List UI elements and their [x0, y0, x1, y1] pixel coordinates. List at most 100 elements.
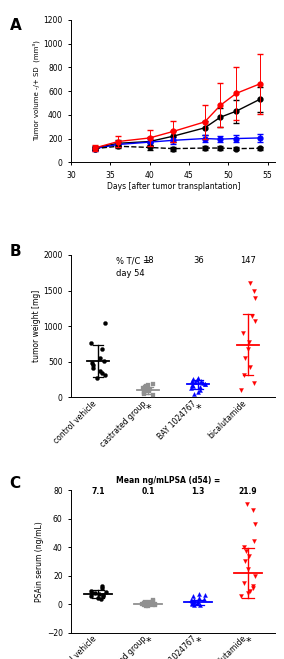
Point [196, 596, 200, 607]
Text: B: B [10, 244, 21, 258]
Point [247, 550, 251, 561]
Point [242, 370, 247, 380]
Point [102, 356, 106, 366]
Point [143, 596, 147, 607]
Point [151, 594, 155, 605]
Point [100, 581, 105, 591]
Point [89, 358, 94, 368]
Point [252, 293, 257, 303]
Point [191, 591, 195, 602]
Point [197, 589, 201, 600]
Point [99, 594, 103, 604]
Point [252, 519, 257, 530]
Text: 7.1: 7.1 [92, 487, 105, 496]
Text: 36: 36 [193, 256, 204, 266]
Point [239, 590, 243, 601]
Point [146, 386, 151, 396]
Text: *: * [195, 637, 201, 647]
Point [189, 380, 194, 390]
Point [197, 592, 201, 603]
Point [146, 599, 151, 610]
Text: A: A [10, 18, 21, 34]
Point [151, 598, 155, 609]
Point [195, 374, 200, 385]
Point [189, 383, 194, 393]
Point [247, 337, 251, 347]
Text: *: * [145, 403, 151, 414]
Text: 0.1: 0.1 [142, 487, 155, 496]
Point [244, 546, 248, 557]
Point [252, 536, 256, 547]
Point [201, 378, 205, 388]
Point [242, 556, 247, 567]
Point [190, 598, 195, 608]
Point [146, 600, 151, 611]
Point [190, 596, 194, 606]
Point [242, 577, 247, 588]
Point [195, 598, 199, 608]
Point [97, 589, 102, 600]
Text: 18: 18 [143, 256, 154, 266]
Point [140, 598, 145, 609]
Point [145, 380, 150, 391]
Point [89, 590, 94, 601]
Text: *: * [195, 403, 201, 414]
Text: % T/C =: % T/C = [116, 256, 150, 266]
Point [145, 599, 149, 610]
Point [198, 599, 202, 610]
Point [141, 383, 145, 393]
Point [192, 597, 196, 608]
Point [190, 598, 194, 609]
Text: *: * [245, 637, 251, 647]
Y-axis label: PSAin serum (ng/mL): PSAin serum (ng/mL) [35, 521, 44, 602]
Point [143, 382, 147, 392]
Point [96, 592, 101, 603]
Point [153, 600, 157, 610]
Point [103, 318, 108, 329]
Point [91, 363, 95, 374]
Point [245, 499, 249, 509]
Point [251, 505, 255, 515]
Point [101, 591, 106, 602]
Text: *: * [145, 637, 151, 647]
Point [93, 588, 98, 599]
Point [145, 385, 150, 395]
Point [190, 373, 195, 384]
Point [250, 583, 255, 594]
Point [143, 386, 148, 397]
Point [141, 387, 146, 398]
Point [101, 590, 105, 600]
Point [103, 587, 108, 597]
Point [196, 386, 201, 397]
Point [100, 368, 104, 378]
Point [245, 563, 250, 574]
Y-axis label: Tumor volume -/+ SD  (mm³): Tumor volume -/+ SD (mm³) [33, 41, 41, 142]
X-axis label: Days [after tumor transplantation]: Days [after tumor transplantation] [106, 183, 240, 191]
Point [153, 599, 158, 610]
Point [89, 338, 93, 349]
Text: Mean ng/mLPSA (d54) =: Mean ng/mLPSA (d54) = [116, 476, 220, 485]
Point [252, 285, 256, 296]
Point [98, 366, 102, 376]
Text: day 54: day 54 [116, 269, 145, 278]
Point [193, 377, 198, 387]
Point [196, 372, 201, 383]
Text: 21.9: 21.9 [239, 487, 257, 496]
Point [142, 388, 146, 399]
Point [191, 389, 196, 399]
Point [246, 587, 251, 598]
Point [253, 315, 257, 326]
Point [248, 586, 252, 596]
Text: 1.3: 1.3 [191, 487, 205, 496]
Point [94, 373, 99, 384]
Point [199, 376, 203, 386]
Point [197, 384, 202, 395]
Point [250, 310, 254, 321]
Point [144, 601, 149, 612]
Point [89, 587, 94, 598]
Point [191, 597, 195, 608]
Point [192, 595, 197, 606]
Point [246, 344, 250, 355]
Point [144, 381, 149, 391]
Point [148, 384, 152, 394]
